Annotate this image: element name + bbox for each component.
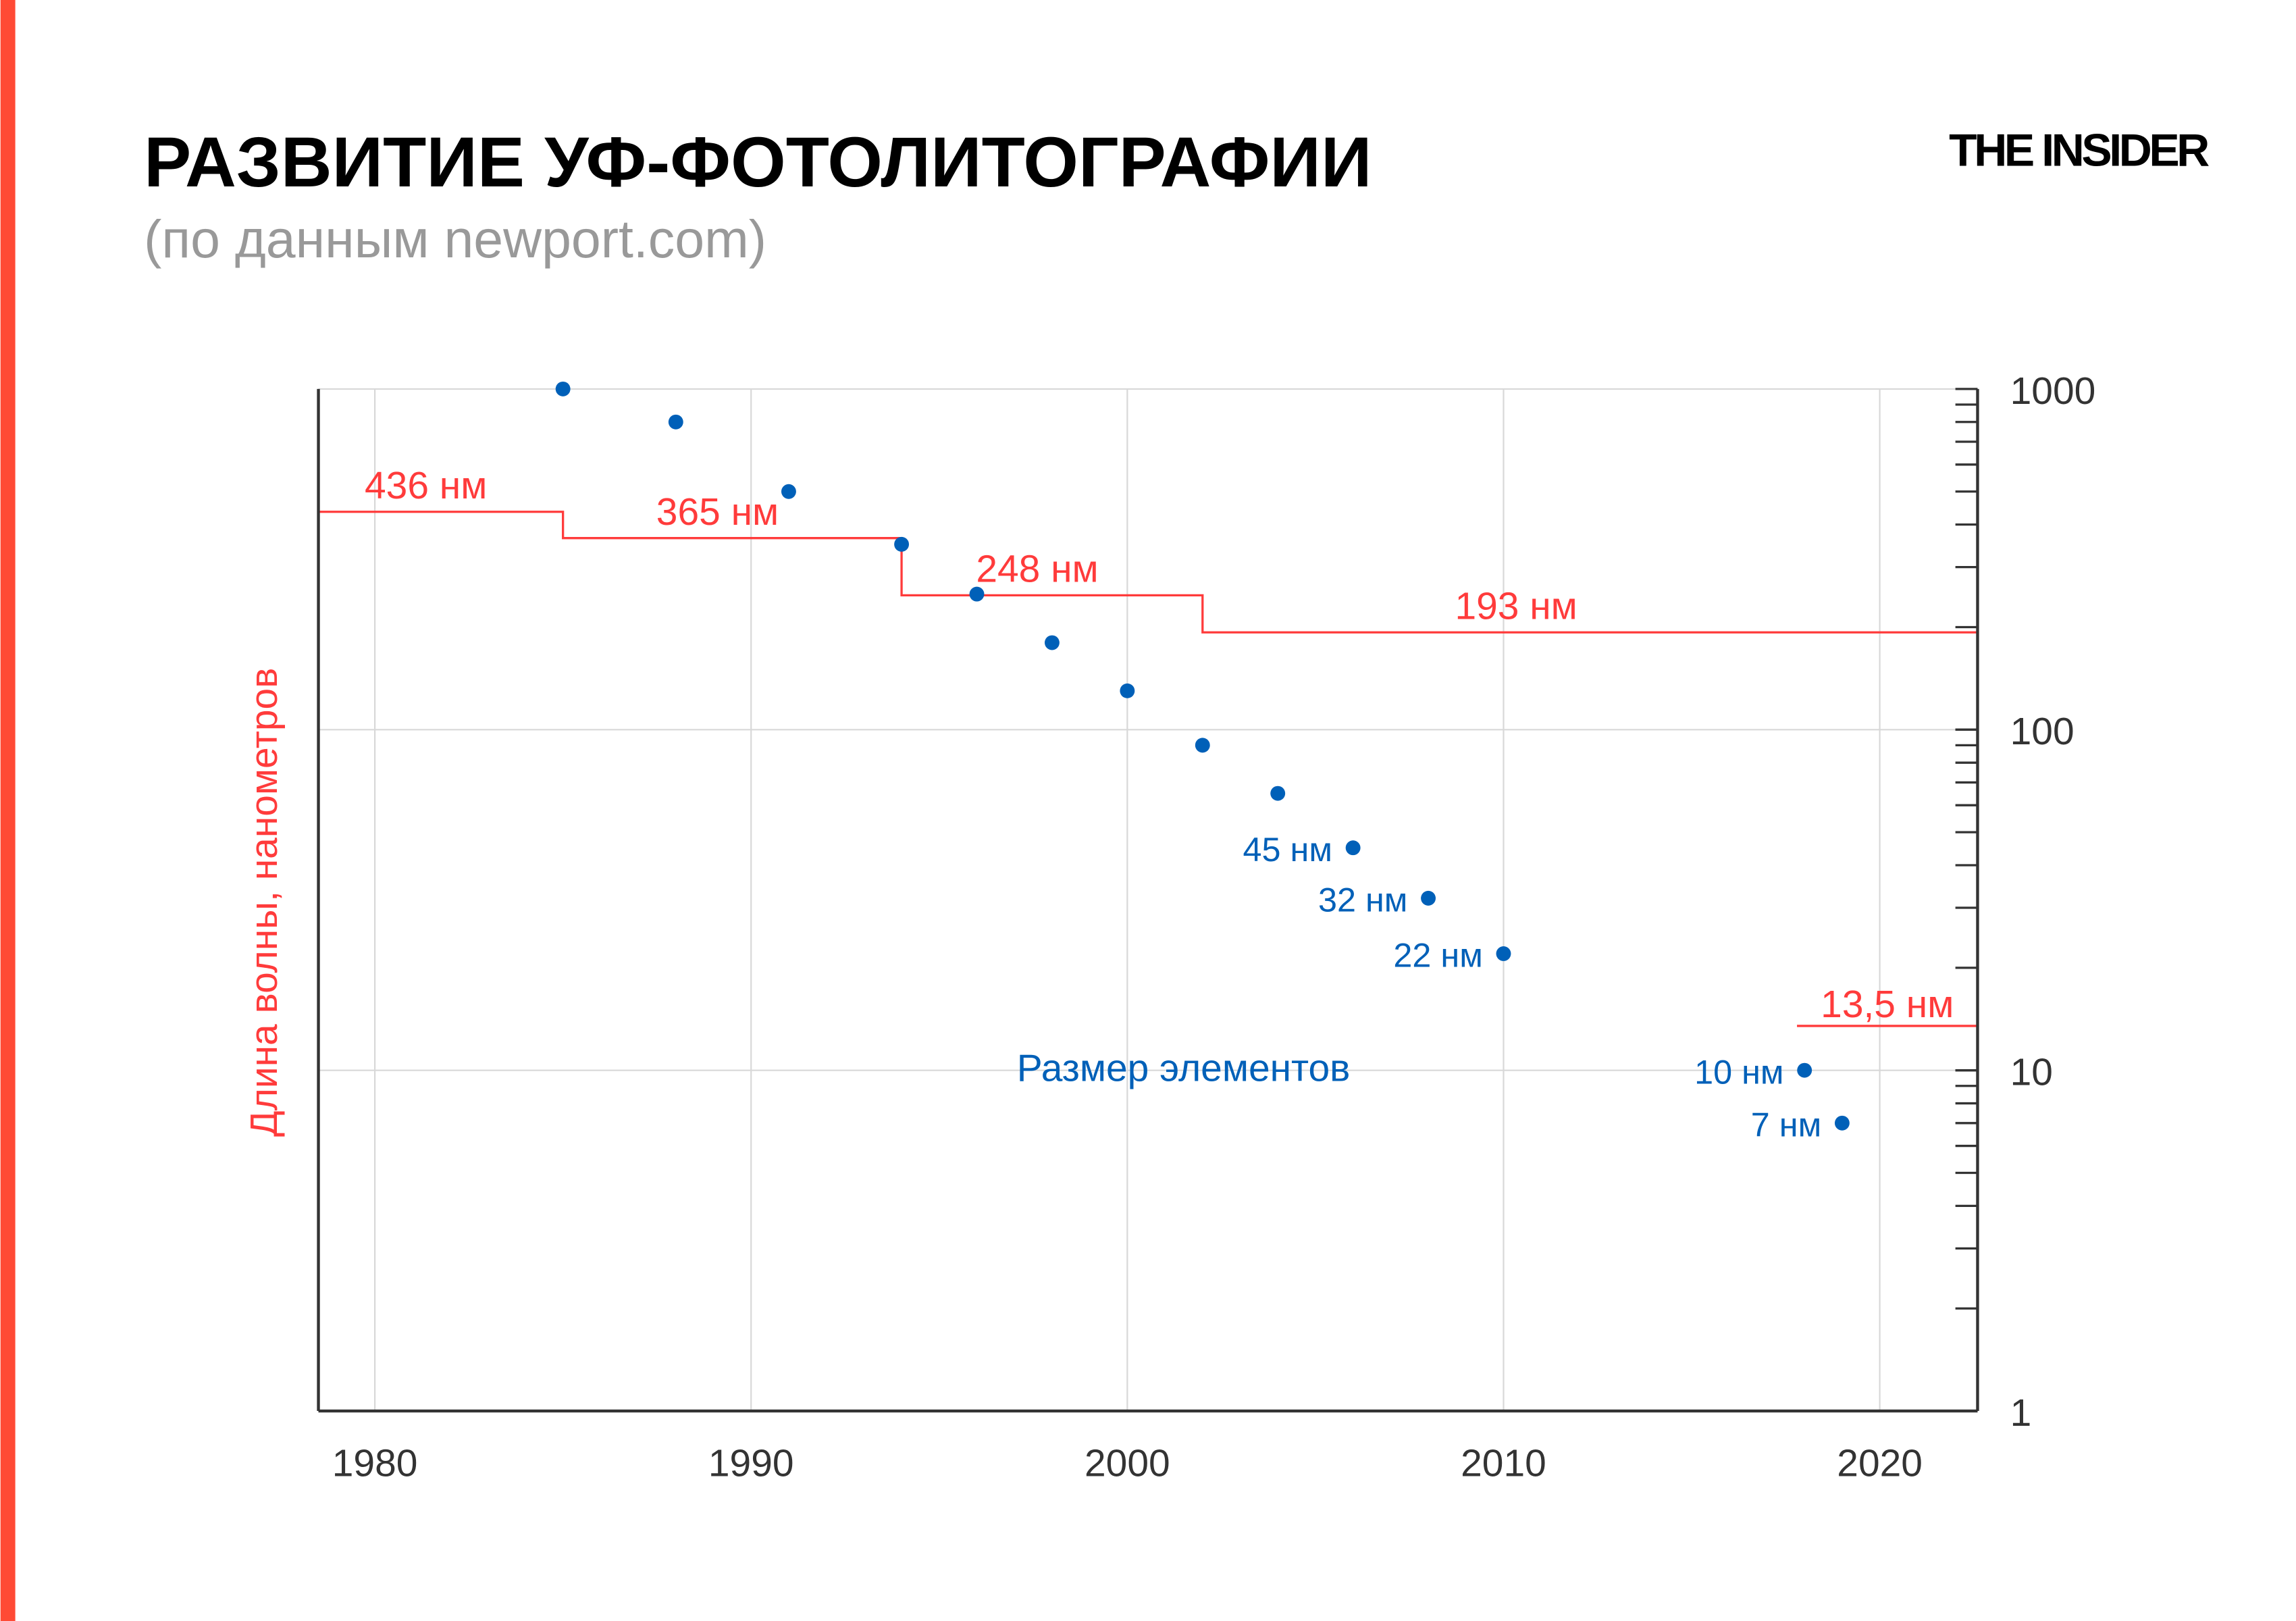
data-point — [1834, 1115, 1850, 1131]
data-point-label: 22 нм — [1393, 936, 1482, 975]
x-tick-label: 1990 — [708, 1441, 794, 1485]
chart-subtitle: (по данным newport.com) — [144, 209, 766, 269]
data-point-label: 7 нм — [1751, 1106, 1821, 1144]
y-tick-label: 100 — [2010, 710, 2075, 753]
x-tick-label: 2010 — [1461, 1441, 1546, 1485]
wavelength-label: 436 нм — [365, 464, 487, 507]
data-point — [894, 536, 910, 552]
x-tick-label: 1980 — [332, 1441, 418, 1485]
data-point-label: 10 нм — [1694, 1052, 1783, 1091]
data-point — [1345, 840, 1361, 856]
data-point — [969, 586, 985, 602]
x-tick-label: 2020 — [1837, 1441, 1923, 1485]
chart-title: РАЗВИТИЕ УФ-ФОТОЛИТОГРАФИИ — [144, 123, 1372, 202]
logo: THE INSIDER — [1949, 125, 2209, 176]
data-point — [668, 414, 683, 430]
data-point — [1270, 786, 1286, 801]
x-tick-label: 2000 — [1085, 1441, 1170, 1485]
data-point — [1195, 738, 1210, 753]
accent-bar — [0, 0, 16, 1621]
data-point-label: 32 нм — [1318, 881, 1407, 919]
data-point — [1496, 946, 1511, 961]
euv-label: 13,5 нм — [1821, 983, 1954, 1026]
y-axis-label: Длина волны, нанометров — [242, 668, 286, 1137]
feature-size-label: Размер элементов — [1017, 1047, 1351, 1090]
y-tick-label: 1 — [2010, 1391, 2032, 1435]
data-point — [555, 381, 571, 396]
data-point-label: 45 нм — [1243, 830, 1332, 869]
feature-size-points: 45 нм 32 нм 22 нм 10 нм 7 нм — [555, 381, 1850, 1144]
data-point — [1797, 1062, 1812, 1078]
data-point — [781, 484, 796, 499]
wavelength-label: 365 нм — [656, 490, 779, 534]
axes: 1980 1990 2000 2010 2020 1 10 100 1000 — [317, 369, 2096, 1485]
wavelength-step-line — [318, 511, 1978, 634]
data-point — [1421, 890, 1436, 906]
y-tick-label: 1000 — [2010, 369, 2096, 413]
y-tick-label: 10 — [2010, 1051, 2053, 1094]
grid — [318, 388, 1978, 1412]
wavelength-label: 193 нм — [1455, 585, 1577, 628]
data-point — [1044, 635, 1060, 650]
wavelength-label: 248 нм — [976, 548, 1098, 591]
wavelength-steps: 436 нм 365 нм 248 нм 193 нм 13,5 нм — [318, 464, 1978, 1027]
data-point — [1120, 683, 1135, 698]
